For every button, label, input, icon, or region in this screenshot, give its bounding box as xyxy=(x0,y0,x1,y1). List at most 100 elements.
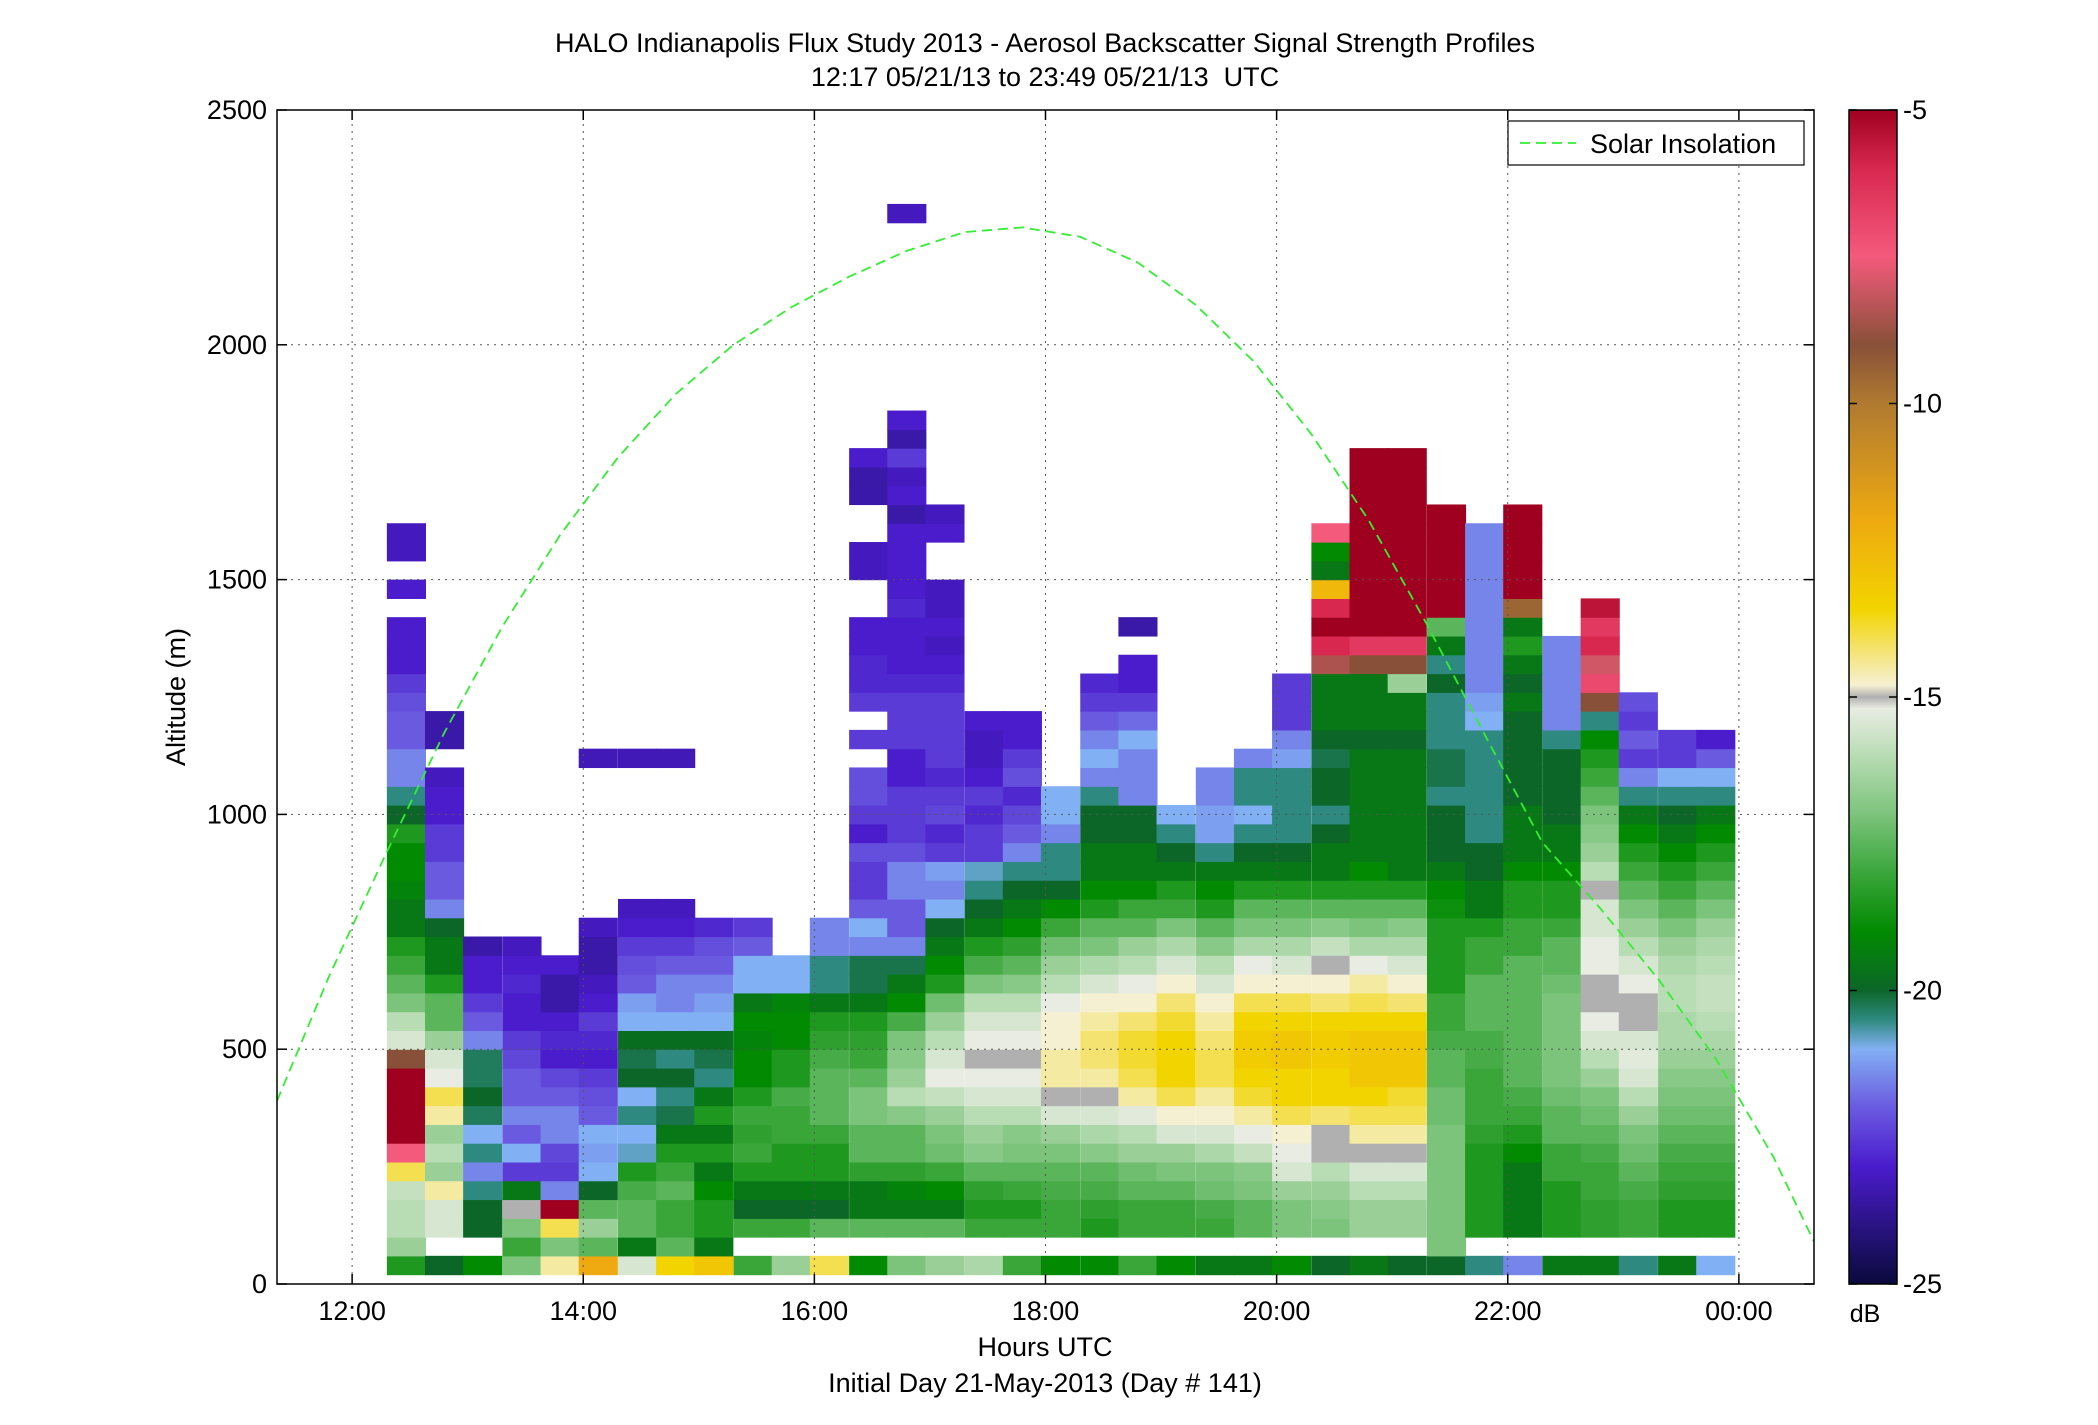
heatmap-cell xyxy=(502,1086,542,1107)
heatmap-cell xyxy=(1040,1030,1081,1050)
heatmap-cell xyxy=(386,748,426,769)
heatmap-cell xyxy=(1503,1180,1543,1201)
heatmap-cell xyxy=(425,917,465,938)
heatmap-cell xyxy=(1311,955,1351,975)
heatmap-cell xyxy=(1658,1105,1698,1125)
heatmap-cell xyxy=(1002,1030,1042,1050)
heatmap-cell xyxy=(1040,1049,1081,1069)
heatmap-cell xyxy=(887,1161,927,1182)
heatmap-cell xyxy=(1696,805,1736,825)
heatmap-cell xyxy=(1387,729,1427,750)
heatmap-cell xyxy=(1002,1011,1042,1032)
heatmap-cell xyxy=(964,1180,1004,1201)
heatmap-cell xyxy=(1272,823,1312,844)
heatmap-cell xyxy=(1618,1011,1658,1032)
heatmap-cell xyxy=(1426,523,1467,543)
heatmap-cell xyxy=(386,805,426,825)
heatmap-cell xyxy=(1118,898,1158,919)
heatmap-cell xyxy=(964,898,1004,919)
heatmap-cell xyxy=(1195,974,1235,994)
heatmap-cell xyxy=(425,992,465,1013)
heatmap-cell xyxy=(849,448,889,468)
heatmap-cell xyxy=(1080,786,1120,806)
heatmap-cell xyxy=(1426,1199,1467,1219)
heatmap-cell xyxy=(1503,1161,1543,1182)
heatmap-cell xyxy=(1658,1255,1698,1276)
heatmap-cell xyxy=(1658,898,1698,919)
heatmap-cell xyxy=(1426,1124,1467,1144)
heatmap-cell xyxy=(386,1199,426,1219)
heatmap-cell xyxy=(502,1180,542,1201)
heatmap-cell xyxy=(1002,1199,1042,1219)
heatmap-cell xyxy=(1349,523,1389,543)
heatmap-cell xyxy=(1040,955,1081,975)
heatmap-cell xyxy=(887,466,927,487)
heatmap-cell xyxy=(1580,992,1620,1013)
heatmap-cell xyxy=(386,1161,426,1182)
heatmap-cell xyxy=(1387,673,1427,693)
heatmap-cell xyxy=(1156,992,1196,1013)
heatmap-cell xyxy=(1696,1030,1736,1050)
heatmap-cell xyxy=(925,1143,965,1163)
heatmap-cell xyxy=(1156,1067,1196,1088)
heatmap-cell xyxy=(1272,974,1312,994)
heatmap-cell xyxy=(1349,880,1389,900)
heatmap-cell xyxy=(849,1067,889,1088)
heatmap-cell xyxy=(1426,1011,1467,1032)
heatmap-cell xyxy=(540,1049,580,1069)
heatmap-cell xyxy=(1040,1124,1081,1144)
heatmap-cell xyxy=(540,992,580,1013)
heatmap-cell xyxy=(1542,1067,1582,1088)
heatmap-cell xyxy=(1002,748,1042,769)
heatmap-cell xyxy=(1465,711,1505,731)
heatmap-cell xyxy=(1580,1161,1620,1182)
heatmap-cell xyxy=(1272,917,1312,938)
heatmap-cell xyxy=(618,1218,658,1238)
heatmap-cell xyxy=(887,1124,927,1144)
heatmap-cell xyxy=(849,1180,889,1201)
heatmap-cell xyxy=(656,1105,696,1125)
heatmap-cell xyxy=(1002,1086,1042,1107)
heatmap-cell xyxy=(1118,974,1158,994)
heatmap-cell xyxy=(425,729,465,750)
heatmap-cell xyxy=(694,1218,734,1238)
heatmap-cell xyxy=(771,1199,811,1219)
heatmap-cell xyxy=(1465,748,1505,769)
heatmap-cell xyxy=(887,1086,927,1107)
heatmap-cell xyxy=(1580,635,1620,656)
heatmap-cell xyxy=(1426,767,1467,787)
heatmap-cell xyxy=(849,880,889,900)
heatmap-cell xyxy=(1272,1049,1312,1069)
heatmap-cell xyxy=(733,1143,773,1163)
heatmap-cell xyxy=(1080,1067,1120,1088)
heatmap-cell xyxy=(694,1049,734,1069)
heatmap-cell xyxy=(925,1086,965,1107)
heatmap-cell xyxy=(656,1143,696,1163)
heatmap-cell xyxy=(1195,917,1235,938)
heatmap-cell xyxy=(1580,1180,1620,1201)
heatmap-cell xyxy=(1503,1067,1543,1088)
heatmap-cell xyxy=(1542,692,1582,712)
heatmap-cell xyxy=(1387,485,1427,506)
heatmap-cell xyxy=(1542,1255,1582,1276)
heatmap-cell xyxy=(887,767,927,787)
colorbar-tick-label: -10 xyxy=(1903,389,1942,419)
heatmap-cell xyxy=(502,1161,542,1182)
heatmap-cell xyxy=(1465,1161,1505,1182)
chart-subtitle: 12:17 05/21/13 to 23:49 05/21/13 UTC xyxy=(811,62,1279,92)
heatmap-cell xyxy=(1040,1011,1081,1032)
heatmap-cell xyxy=(849,955,889,975)
heatmap-cell xyxy=(1118,729,1158,750)
heatmap-cell xyxy=(386,823,426,844)
heatmap-cell xyxy=(1233,936,1274,956)
heatmap-cell xyxy=(502,1124,542,1144)
heatmap-cell xyxy=(1580,955,1620,975)
heatmap-cell xyxy=(1426,692,1467,712)
heatmap-cell xyxy=(1696,1124,1736,1144)
heatmap-cell xyxy=(925,1255,965,1276)
heatmap-cell xyxy=(1002,992,1042,1013)
heatmap-cell xyxy=(1311,542,1351,562)
heatmap-cell xyxy=(1465,560,1505,581)
heatmap-cell xyxy=(1195,1218,1235,1238)
